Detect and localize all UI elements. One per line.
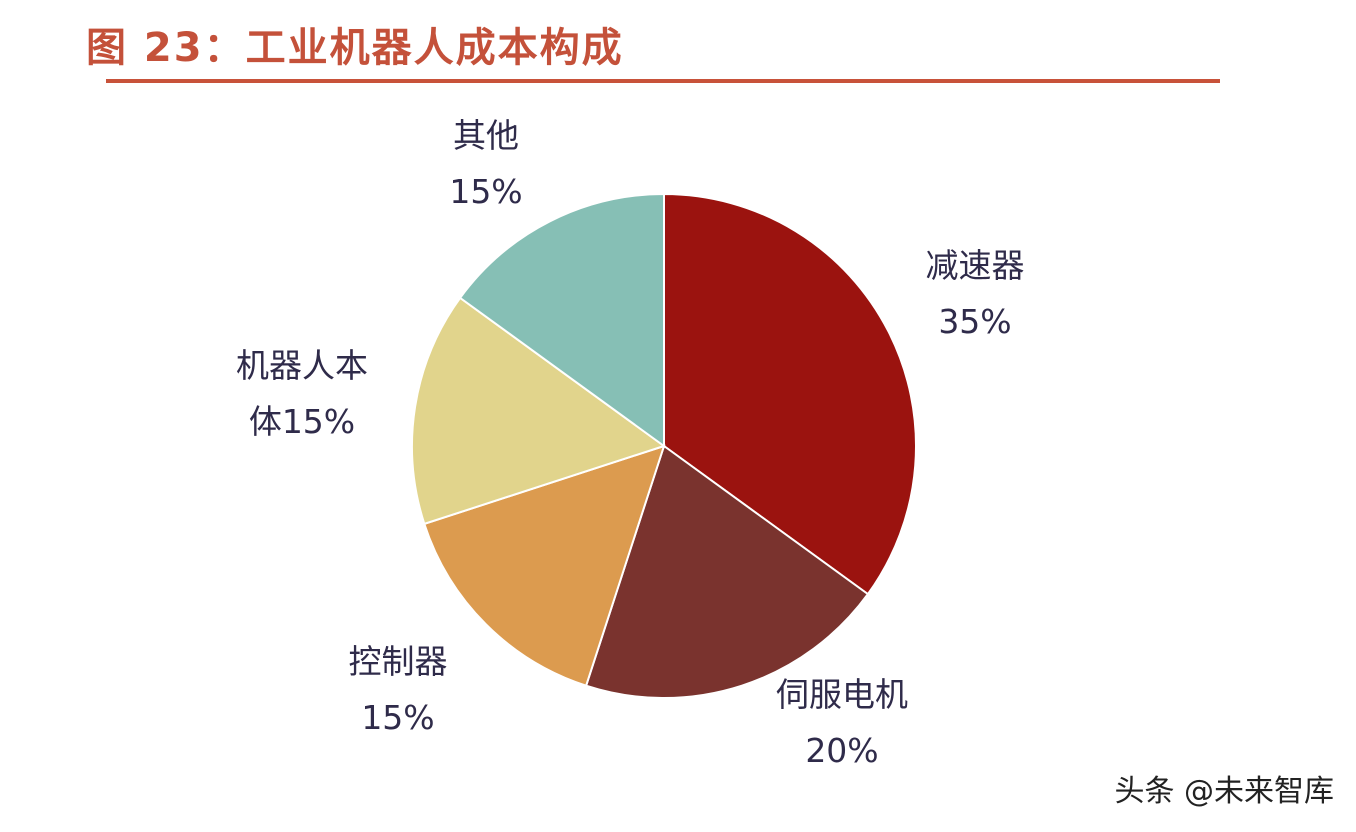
slice-percent: 20%	[805, 731, 879, 770]
slice-name: 减速器	[925, 246, 1025, 285]
watermark: 头条 @未来智库	[1114, 774, 1334, 809]
title-rule	[106, 79, 1220, 83]
slice-percent: 15%	[449, 172, 523, 211]
pie-slice-controller	[423, 444, 666, 687]
slice-name-line1: 机器人本	[236, 346, 368, 385]
slice-name: 其他	[452, 116, 519, 155]
slice-percent: 15%	[361, 698, 435, 737]
slice-name-line2: 体15%	[248, 402, 356, 441]
slice-label-servo-motor: 伺服电机 20%	[776, 667, 908, 779]
slice-percent: 35%	[938, 302, 1012, 341]
slice-label-reducer: 减速器 35%	[926, 238, 1025, 350]
pie-slice-robot-body	[411, 296, 667, 526]
slice-label-robot-body: 机器人本 体15%	[236, 338, 368, 450]
slice-label-controller: 控制器 15%	[349, 634, 448, 746]
figure-title: 图 23：工业机器人成本构成	[86, 25, 624, 71]
pie-slice-servo-motor	[584, 444, 870, 699]
slice-label-other: 其他 15%	[449, 108, 522, 220]
slice-name: 控制器	[348, 642, 448, 681]
slice-name: 伺服电机	[776, 675, 908, 714]
pie-slice-reducer	[663, 192, 917, 596]
pie-slice-other	[458, 192, 665, 448]
